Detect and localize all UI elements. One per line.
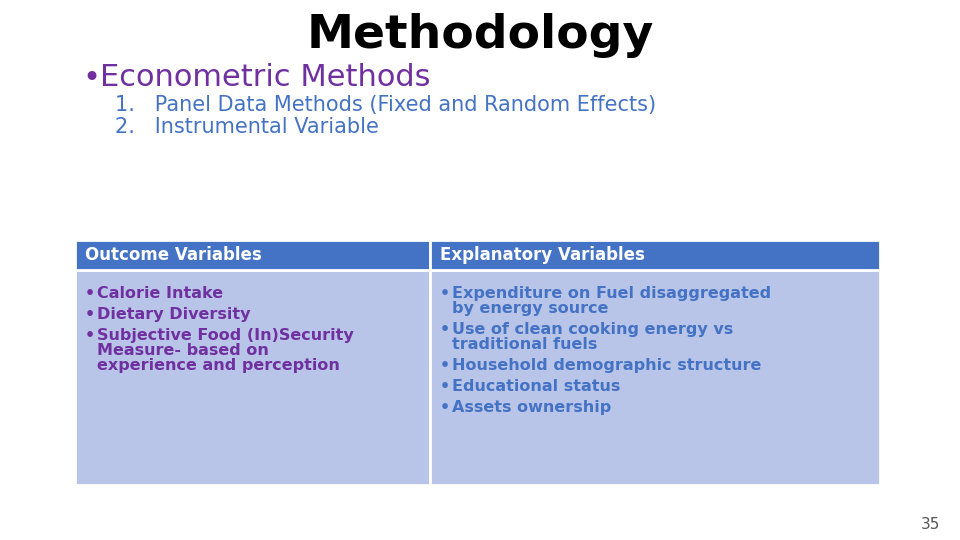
Text: 1.   Panel Data Methods (Fixed and Random Effects): 1. Panel Data Methods (Fixed and Random … [115,95,656,115]
Text: •: • [82,64,100,92]
Text: Assets ownership: Assets ownership [452,400,612,415]
Text: Subjective Food (In)Security: Subjective Food (In)Security [97,328,353,343]
Text: •: • [440,379,450,394]
Text: Expenditure on Fuel disaggregated: Expenditure on Fuel disaggregated [452,286,771,301]
Text: Calorie Intake: Calorie Intake [97,286,223,301]
Text: •: • [85,328,95,343]
Text: Use of clean cooking energy vs: Use of clean cooking energy vs [452,322,733,337]
Bar [75,270,430,485]
Text: Econometric Methods: Econometric Methods [100,64,430,92]
Text: •: • [440,286,450,301]
Text: •: • [85,307,95,322]
Text: 2.   Instrumental Variable: 2. Instrumental Variable [115,117,379,137]
Text: •: • [440,400,450,415]
Text: Measure- based on: Measure- based on [97,343,269,358]
Text: by energy source: by energy source [452,301,609,316]
Text: Explanatory Variables: Explanatory Variables [440,246,645,264]
Text: traditional fuels: traditional fuels [452,337,597,352]
Text: Outcome Variables: Outcome Variables [85,246,262,264]
Bar [430,270,880,485]
Text: Educational status: Educational status [452,379,620,394]
Bar [430,240,880,270]
Bar [75,240,430,270]
Text: •: • [440,358,450,373]
Text: •: • [440,322,450,337]
Text: •: • [85,286,95,301]
Text: Household demographic structure: Household demographic structure [452,358,761,373]
Text: experience and perception: experience and perception [97,358,340,373]
Text: 35: 35 [921,517,940,532]
Text: Dietary Diversity: Dietary Diversity [97,307,251,322]
Text: Methodology: Methodology [306,12,654,57]
